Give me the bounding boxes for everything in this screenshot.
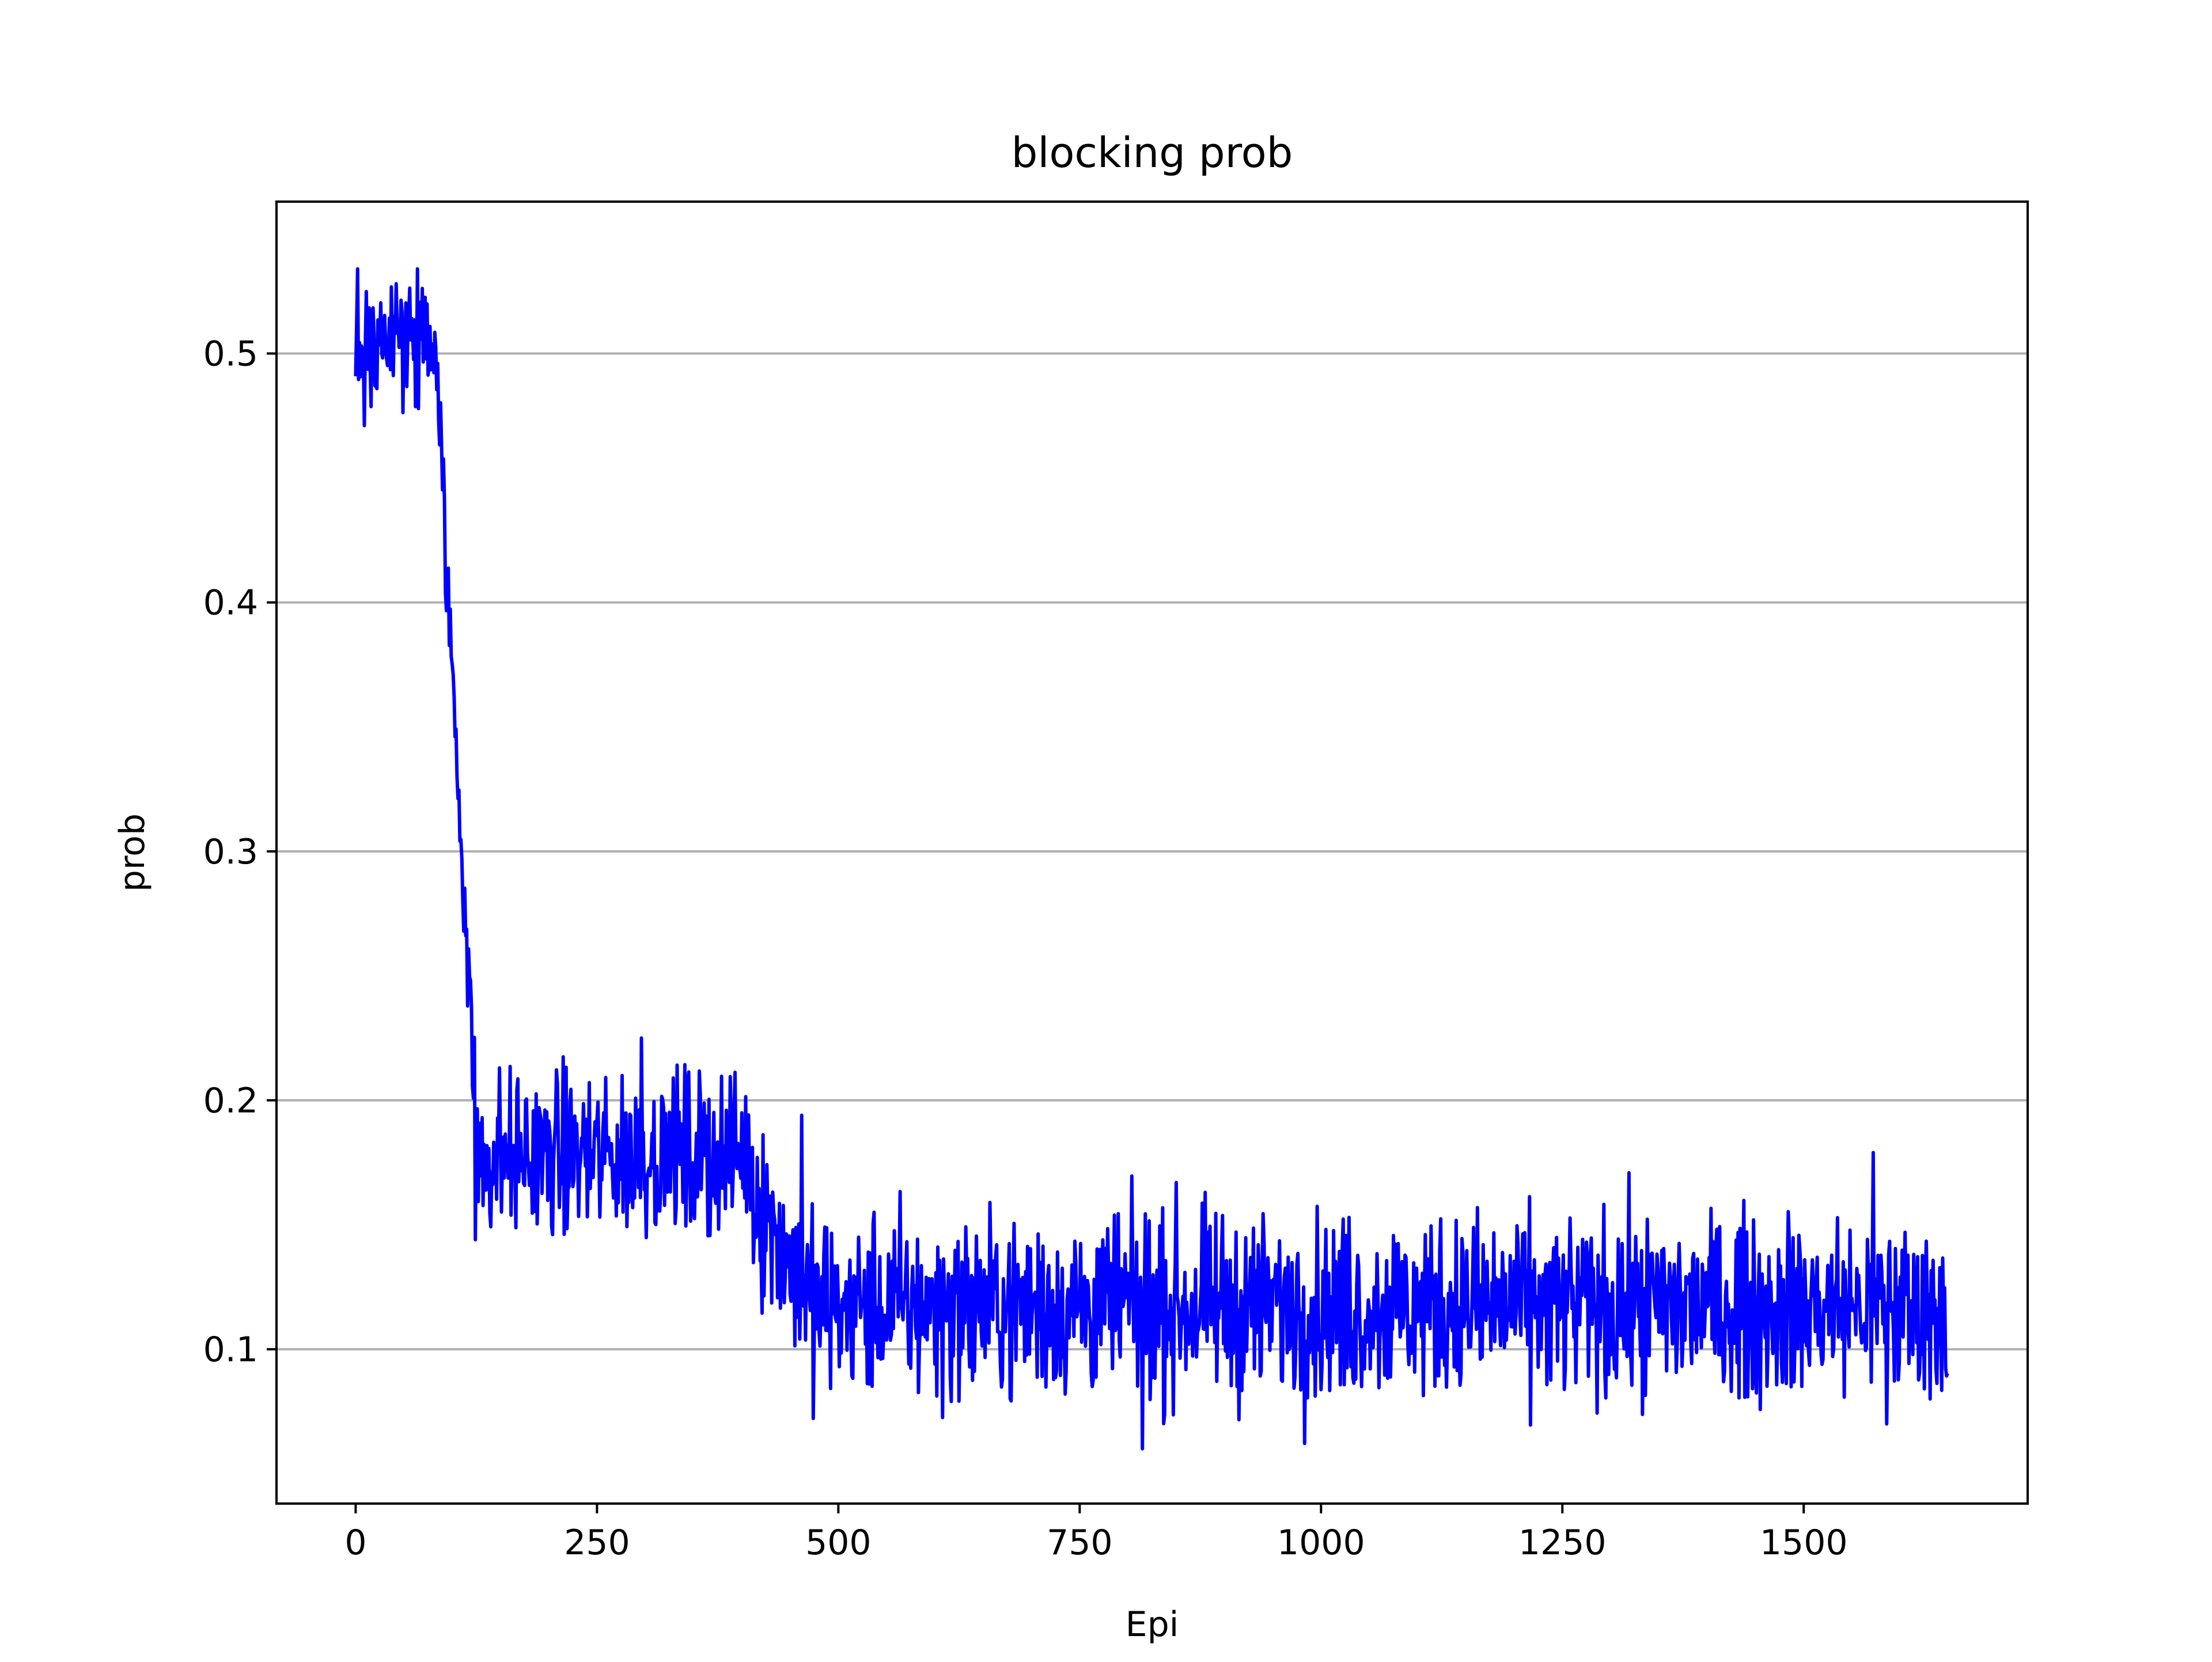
y-tick-label: 0.5 <box>203 334 258 374</box>
line-layer <box>354 267 1949 1451</box>
y-tick-label: 0.3 <box>203 832 258 872</box>
x-axis-label: Epi <box>1126 1604 1179 1645</box>
x-tick-label: 500 <box>805 1523 872 1563</box>
x-tick-label: 750 <box>1047 1523 1113 1563</box>
y-axis-label: prob <box>112 813 153 892</box>
x-tick-label: 0 <box>344 1523 366 1563</box>
y-tick-label: 0.1 <box>203 1330 258 1370</box>
x-tick-label: 250 <box>564 1523 630 1563</box>
y-tick-label: 0.2 <box>203 1081 258 1121</box>
chart-title: blocking prob <box>1012 128 1293 177</box>
series-line <box>354 267 1949 1451</box>
x-tick-label: 1500 <box>1760 1523 1848 1563</box>
plot-frame <box>275 200 2029 1505</box>
x-tick-label: 1250 <box>1518 1523 1607 1563</box>
y-tick-label: 0.4 <box>203 583 258 623</box>
y-tick-layer: 0.1 0.2 0.3 0.4 0.5 <box>203 334 276 1370</box>
x-tick-label: 1000 <box>1277 1523 1365 1563</box>
x-tick-layer: 0 250 500 750 1000 1250 1500 <box>344 1504 1848 1563</box>
